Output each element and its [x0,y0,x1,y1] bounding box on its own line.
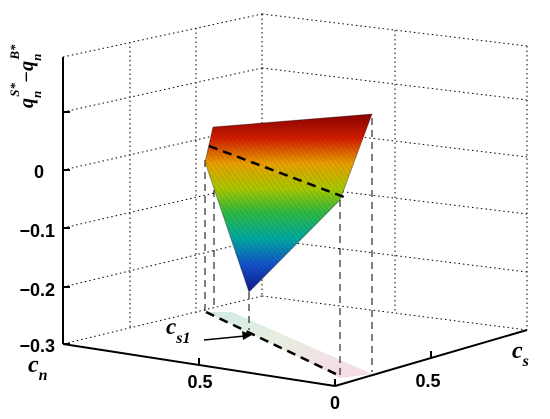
cn-axis-title: cn [28,352,48,384]
z-axis-title: qnS*−qnB* [7,44,44,108]
surface-edge [204,113,373,293]
surface-mesh [205,114,372,292]
z-tick-label: −0.1 [19,221,55,241]
z-tick-marks [63,111,70,345]
cn-tick-label: 0.5 [187,372,212,392]
cs1-arrow-line [203,335,246,341]
zero-contour-line [208,144,345,199]
cs-tick-label: 0.5 [415,371,440,391]
cs-axis-title: cs [512,338,529,370]
surface [204,113,373,293]
cs1-annotation: cs1 [166,314,190,347]
z-tick-label: −0.2 [19,280,55,300]
projection-lines [204,118,373,376]
z-tick-labels: 0 −0.1 −0.2 −0.3 [19,162,55,356]
cs1-arrow-head [242,331,252,340]
floor-projection [206,312,372,378]
floor-cs1-line [205,310,341,378]
z-tick-label: −0.3 [19,336,55,356]
z-tick-label: 0 [34,162,44,182]
cn-tick-marks [198,351,432,386]
cn-tick-label: 0 [330,393,340,413]
